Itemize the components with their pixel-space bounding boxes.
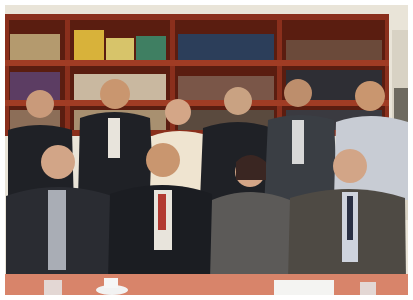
bookshelf [5,14,389,136]
photo [0,0,413,300]
table [5,274,408,295]
